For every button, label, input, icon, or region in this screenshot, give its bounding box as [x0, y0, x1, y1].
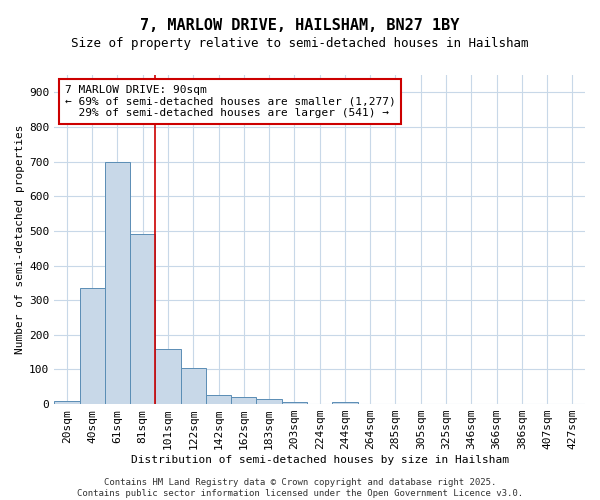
X-axis label: Distribution of semi-detached houses by size in Hailsham: Distribution of semi-detached houses by … — [131, 455, 509, 465]
Bar — [231, 397, 256, 404]
Bar — [80, 288, 105, 404]
Bar — [130, 234, 155, 404]
Bar — [206, 396, 231, 404]
Text: Size of property relative to semi-detached houses in Hailsham: Size of property relative to semi-detach… — [71, 38, 529, 51]
Bar — [256, 399, 282, 404]
Bar — [181, 368, 206, 404]
Bar — [332, 402, 358, 404]
Text: 7 MARLOW DRIVE: 90sqm
← 69% of semi-detached houses are smaller (1,277)
  29% of: 7 MARLOW DRIVE: 90sqm ← 69% of semi-deta… — [65, 85, 395, 118]
Bar — [282, 402, 307, 404]
Bar — [105, 162, 130, 404]
Text: 7, MARLOW DRIVE, HAILSHAM, BN27 1BY: 7, MARLOW DRIVE, HAILSHAM, BN27 1BY — [140, 18, 460, 32]
Text: Contains HM Land Registry data © Crown copyright and database right 2025.
Contai: Contains HM Land Registry data © Crown c… — [77, 478, 523, 498]
Bar — [155, 348, 181, 404]
Bar — [54, 400, 80, 404]
Y-axis label: Number of semi-detached properties: Number of semi-detached properties — [15, 125, 25, 354]
